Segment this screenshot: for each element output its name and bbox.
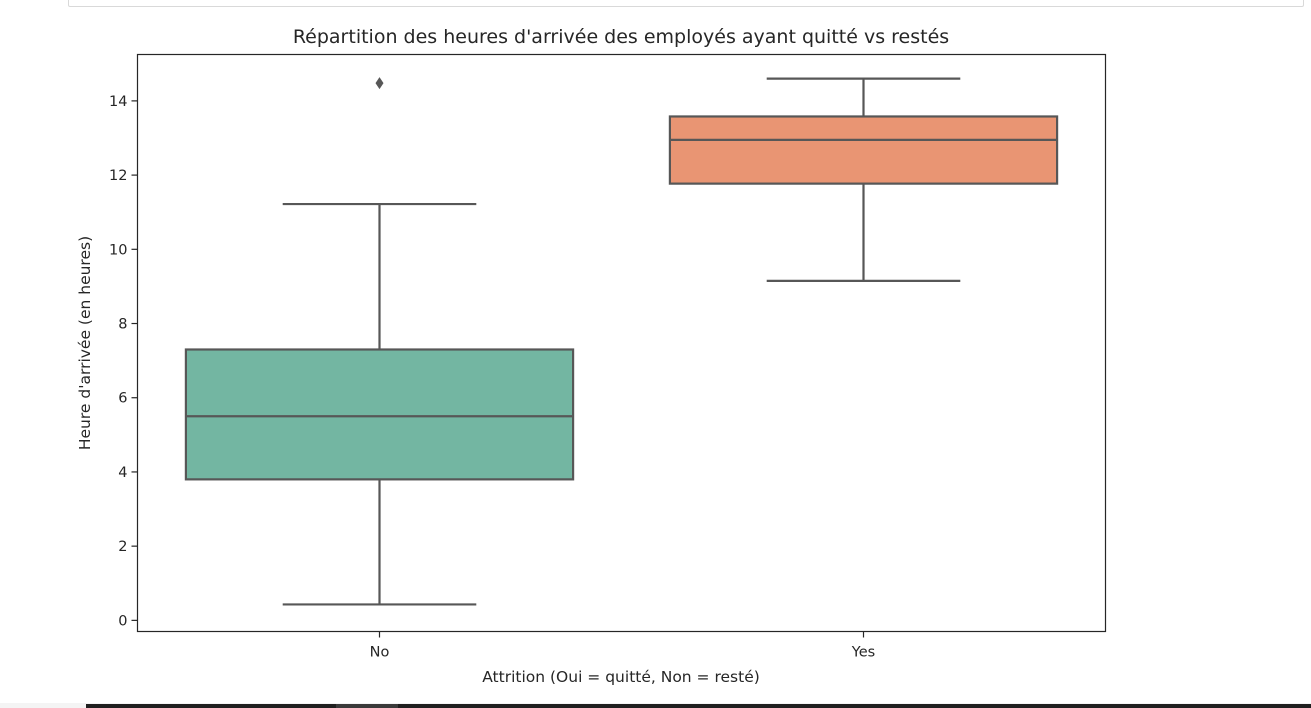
y-axis-ticks: 0 2 4 6 8 10 12 14 bbox=[109, 94, 138, 629]
x-tick-label: Yes bbox=[851, 645, 875, 661]
outlier-point bbox=[375, 77, 384, 90]
y-axis-label: Heure d'arrivée (en heures) bbox=[76, 236, 94, 450]
box-no bbox=[184, 77, 575, 606]
x-axis-label: Attrition (Oui = quitté, Non = resté) bbox=[482, 668, 760, 686]
y-tick-label: 0 bbox=[118, 613, 127, 629]
chart-title: Répartition des heures d'arrivée des emp… bbox=[293, 26, 949, 48]
y-tick-label: 8 bbox=[118, 317, 127, 333]
y-tick-label: 12 bbox=[109, 168, 127, 184]
axes-frame bbox=[136, 53, 1107, 633]
x-tick-label: No bbox=[370, 645, 390, 661]
y-tick-label: 14 bbox=[109, 94, 127, 110]
y-tick-label: 10 bbox=[109, 242, 127, 258]
scrollbar-track bbox=[86, 704, 1311, 708]
x-axis-ticks: No Yes bbox=[370, 631, 875, 661]
box-yes bbox=[668, 77, 1059, 282]
y-tick-label: 2 bbox=[118, 539, 127, 555]
y-tick-label: 6 bbox=[118, 391, 127, 407]
previous-cell-border bbox=[68, 0, 1304, 7]
iqr-box bbox=[184, 348, 575, 481]
scrollbar-thumb[interactable] bbox=[336, 704, 398, 708]
iqr-box bbox=[668, 115, 1059, 185]
horizontal-scrollbar[interactable] bbox=[0, 703, 1311, 708]
plot-area bbox=[184, 77, 1059, 606]
y-tick-label: 4 bbox=[118, 465, 127, 481]
